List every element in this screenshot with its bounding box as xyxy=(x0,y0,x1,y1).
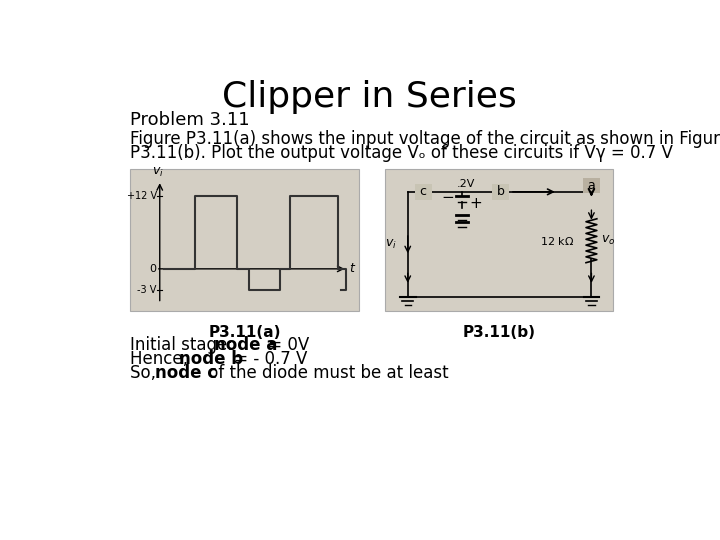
Text: Initial stage:: Initial stage: xyxy=(130,336,238,354)
Text: 12 k$\Omega$: 12 k$\Omega$ xyxy=(540,235,575,247)
Text: .2V: .2V xyxy=(456,179,475,189)
Text: +: + xyxy=(469,196,482,211)
Text: Hence,: Hence, xyxy=(130,350,194,368)
Text: 0: 0 xyxy=(150,264,157,274)
Text: $v_o$: $v_o$ xyxy=(600,234,615,247)
Text: Figure P3.11(a) shows the input voltage of the circuit as shown in Figure: Figure P3.11(a) shows the input voltage … xyxy=(130,130,720,148)
Text: Problem 3.11: Problem 3.11 xyxy=(130,111,250,129)
Bar xyxy=(415,184,432,200)
Text: P3.11(a): P3.11(a) xyxy=(208,325,281,340)
Text: $v_i$: $v_i$ xyxy=(385,238,397,251)
Bar xyxy=(492,184,509,200)
Text: +12 V: +12 V xyxy=(127,191,157,201)
Text: $v_i$: $v_i$ xyxy=(153,166,164,179)
Text: node b: node b xyxy=(179,350,243,368)
Text: of the diode must be at least: of the diode must be at least xyxy=(202,363,449,382)
Text: Clipper in Series: Clipper in Series xyxy=(222,80,516,114)
Text: b: b xyxy=(497,185,505,198)
Text: $t$: $t$ xyxy=(349,262,356,275)
Text: = - 0.7 V: = - 0.7 V xyxy=(229,350,307,368)
Bar xyxy=(583,178,600,193)
Text: P3.11(b). Plot the output voltage Vₒ of these circuits if Vγ = 0.7 V: P3.11(b). Plot the output voltage Vₒ of … xyxy=(130,144,673,162)
Bar xyxy=(384,168,613,311)
Text: -3 V: -3 V xyxy=(138,285,157,295)
Text: So,: So, xyxy=(130,363,161,382)
Bar xyxy=(130,168,359,311)
Text: a: a xyxy=(588,179,595,192)
Text: node c: node c xyxy=(155,363,217,382)
Text: node a: node a xyxy=(214,336,278,354)
Text: c: c xyxy=(420,185,427,198)
Text: −: − xyxy=(441,190,454,205)
Text: = 0V: = 0V xyxy=(264,336,310,354)
Text: P3.11(b): P3.11(b) xyxy=(462,325,535,340)
